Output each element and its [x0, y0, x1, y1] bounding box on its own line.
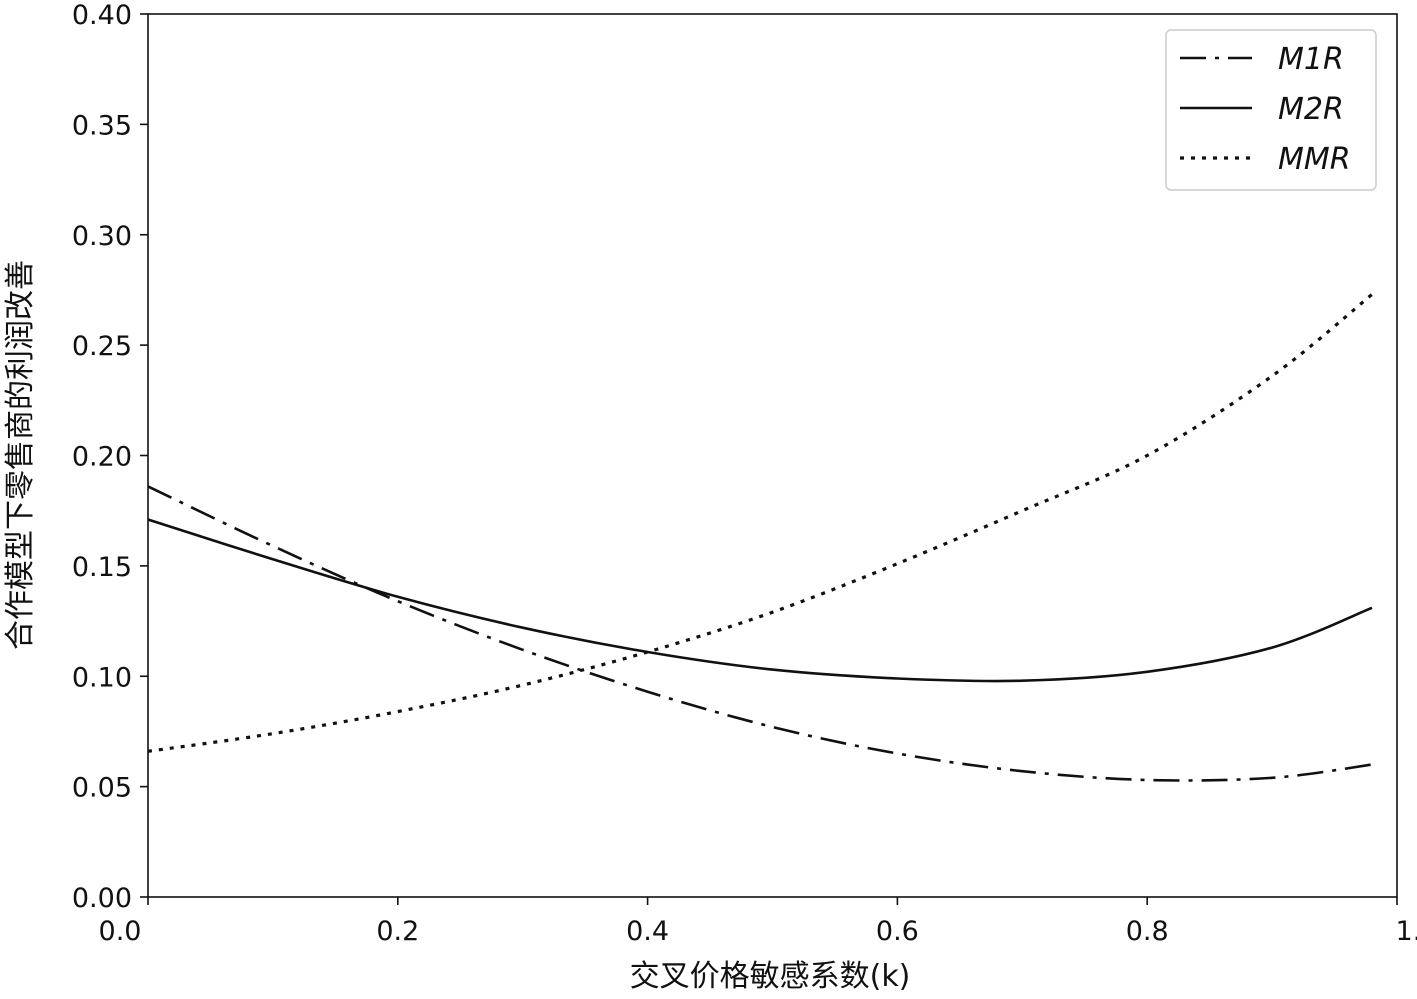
- y-tick-label: 0.25: [72, 331, 132, 362]
- x-tick-label: 0.4: [626, 916, 669, 947]
- x-tick-label: 0.6: [876, 916, 919, 947]
- y-tick-label: 0.35: [72, 110, 132, 141]
- series-line-mmr: [147, 293, 1374, 753]
- legend-label-mmr: MMR: [1278, 142, 1351, 177]
- x-tick-label: 0.0: [99, 916, 142, 947]
- x-tick-label: 0.2: [376, 916, 419, 947]
- series-line-m2r: [147, 518, 1373, 683]
- y-tick-label: 0.40: [72, 0, 132, 31]
- legend-label-m1r: M1R: [1278, 42, 1344, 77]
- legend-label-m2r: M2R: [1278, 92, 1344, 127]
- x-tick-label: 1.0: [1396, 916, 1417, 947]
- y-tick-label: 0.20: [72, 442, 132, 473]
- y-tick-label: 0.10: [72, 662, 132, 693]
- x-tick-label: 0.8: [1126, 916, 1169, 947]
- y-tick-label: 0.00: [72, 883, 132, 914]
- y-axis-label: 合作模型下零售商的利润改善: [3, 260, 38, 650]
- y-tick-label: 0.05: [72, 773, 132, 804]
- y-tick-label: 0.30: [72, 221, 132, 252]
- y-tick-label: 0.15: [72, 552, 132, 583]
- series-line-m1r: [147, 485, 1373, 782]
- legend-box: [1165, 29, 1377, 191]
- x-axis-label: 交叉价格敏感系数(k): [630, 959, 911, 994]
